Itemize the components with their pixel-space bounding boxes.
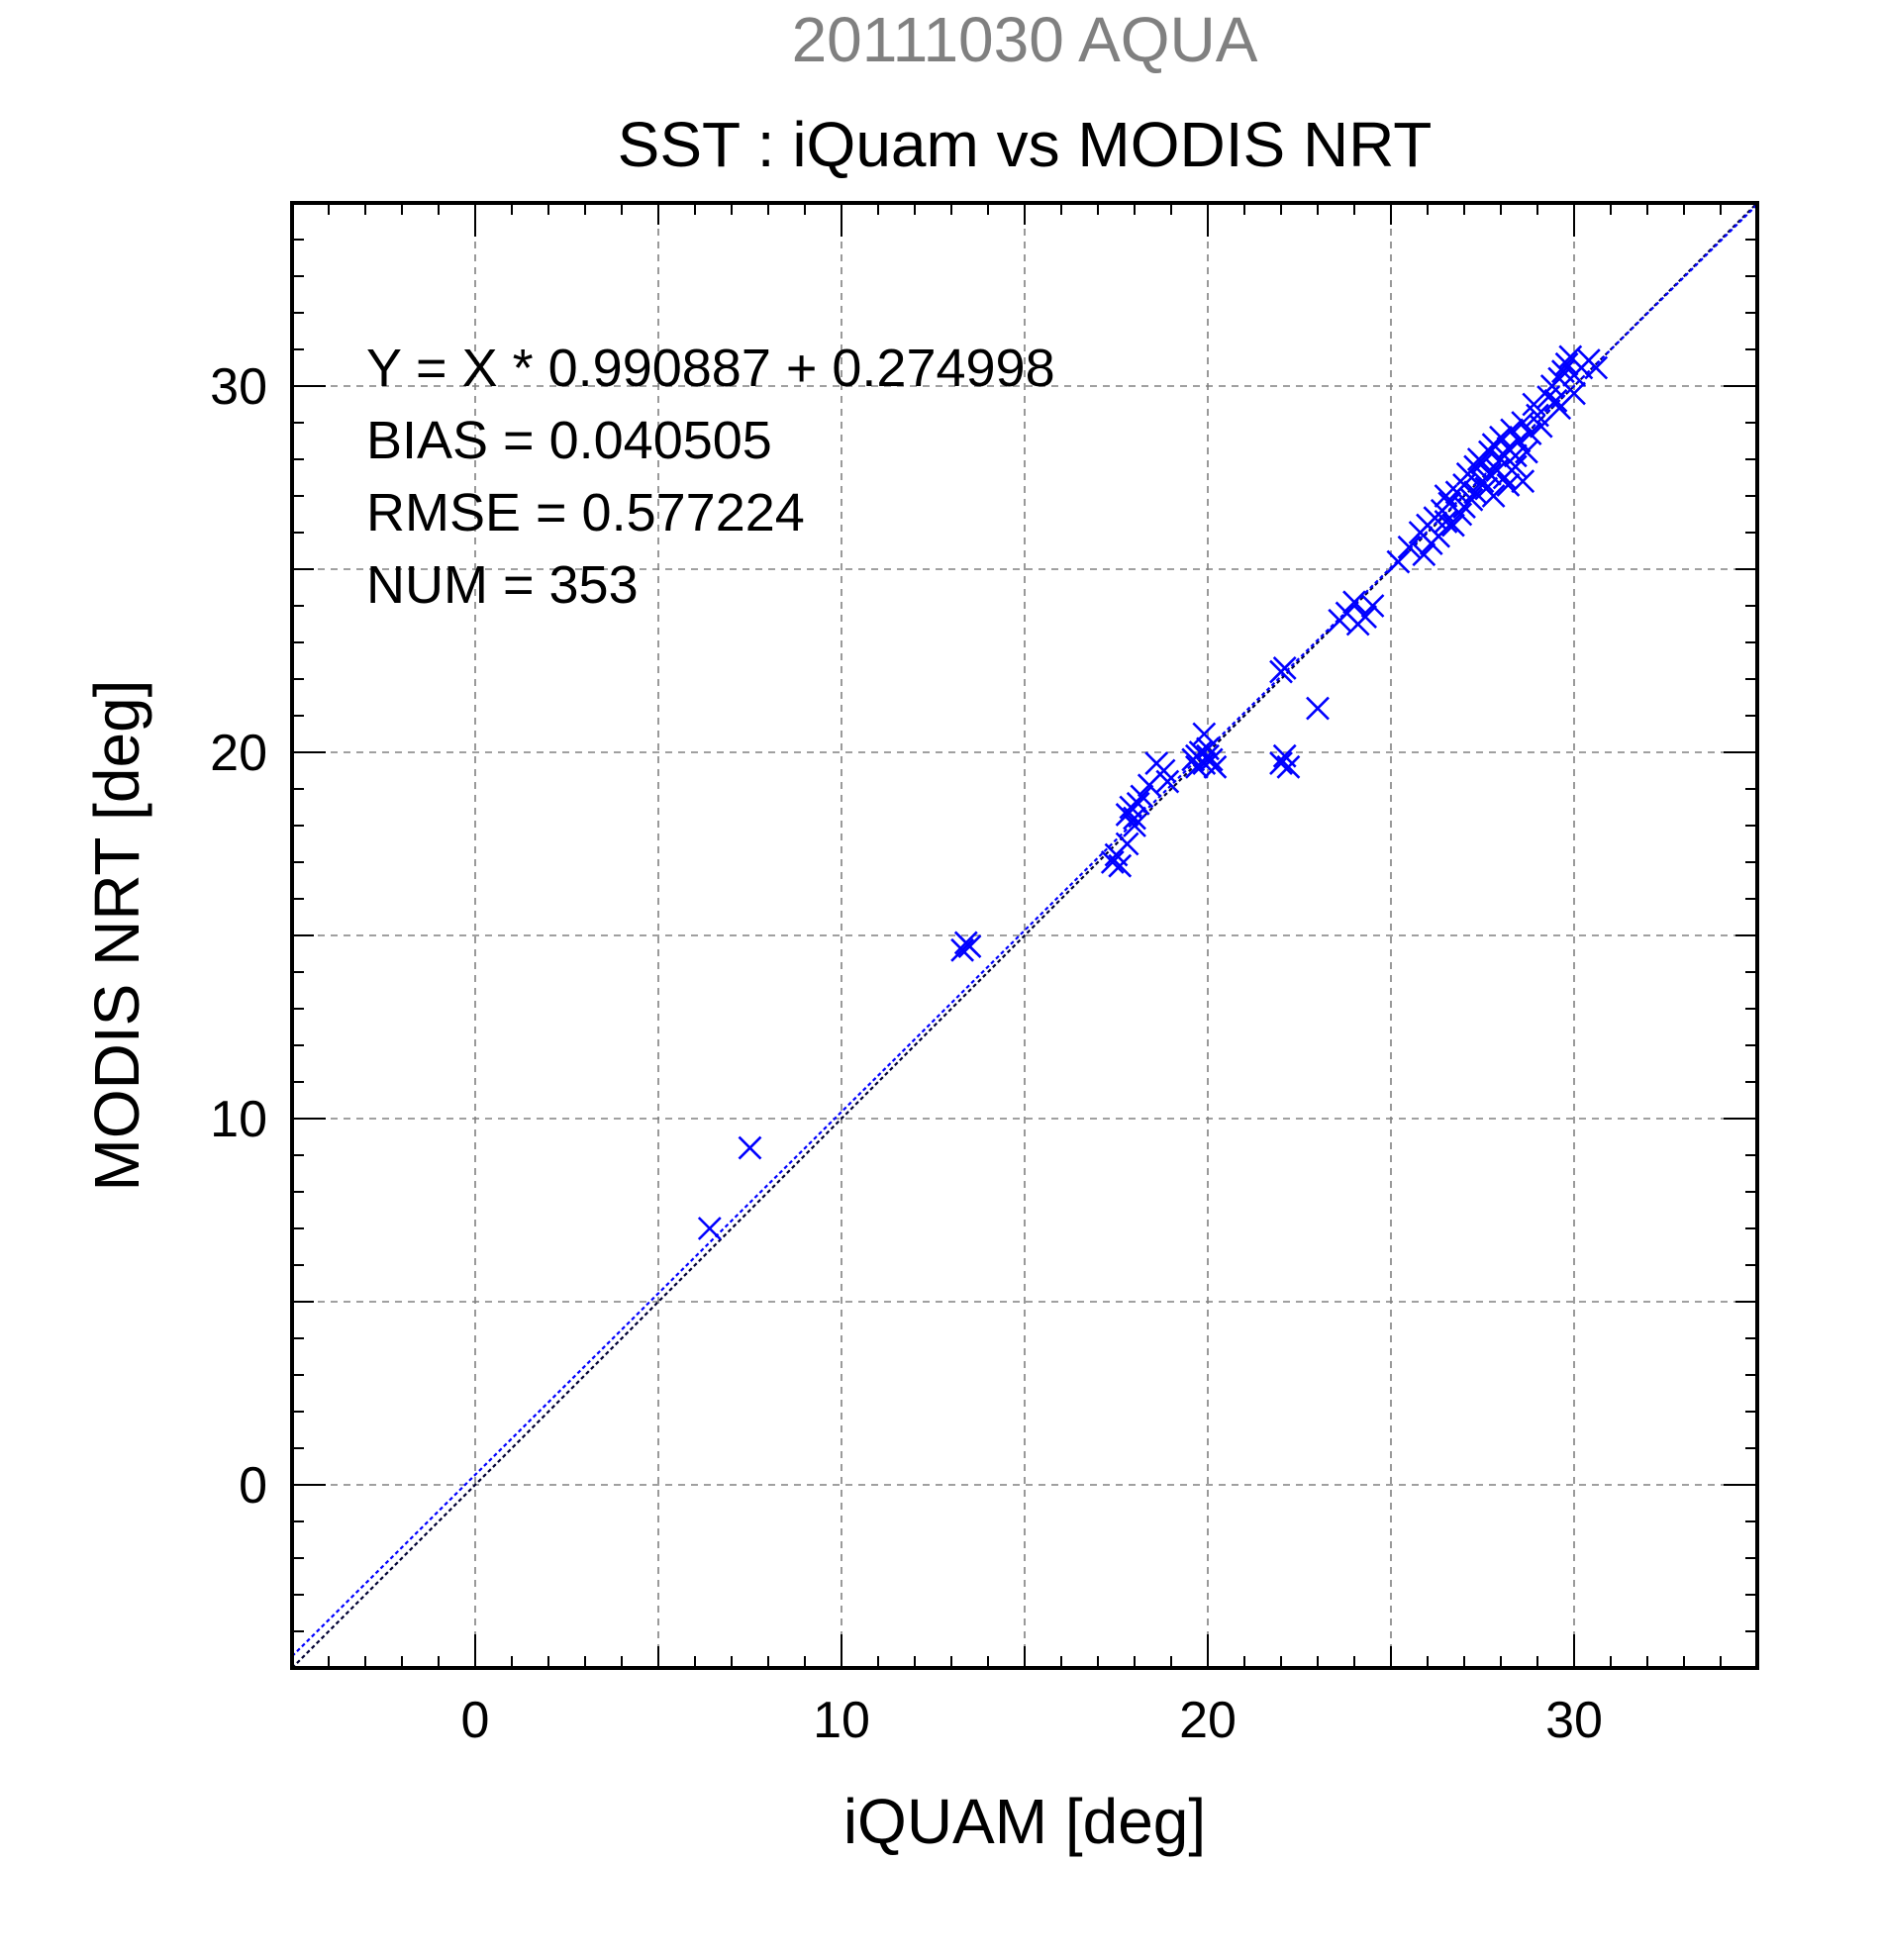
data-point	[697, 1217, 722, 1240]
x-tick-label: 20	[1179, 1692, 1237, 1749]
data-point	[1477, 440, 1502, 464]
bias-annotation: BIAS = 0.040505	[366, 411, 772, 470]
data-point	[1276, 754, 1301, 779]
data-point	[1360, 594, 1385, 618]
y-tick-label: 20	[210, 725, 267, 782]
data-point	[1459, 487, 1484, 512]
data-point	[1477, 461, 1502, 486]
plot-frame	[290, 201, 1759, 1670]
data-point	[1130, 784, 1154, 809]
x-tick-label: 30	[1545, 1692, 1603, 1749]
data-point	[1511, 469, 1535, 494]
data-point	[957, 934, 982, 959]
y-axis-label: MODIS NRT [deg]	[81, 680, 152, 1192]
num-annotation: NUM = 353	[366, 555, 639, 615]
data-point	[1108, 853, 1133, 878]
data-point	[1100, 850, 1125, 874]
fit-equation: Y = X * 0.990887 + 0.274998	[366, 339, 1055, 398]
data-point	[1584, 355, 1609, 380]
data-point	[1511, 411, 1535, 435]
data-point	[1155, 769, 1180, 794]
chart-title: SST : iQuam vs MODIS NRT	[618, 109, 1433, 180]
data-point	[1518, 422, 1542, 446]
x-axis-label: iQUAM [deg]	[843, 1786, 1206, 1857]
data-point	[1514, 440, 1538, 464]
data-point	[1481, 484, 1506, 508]
data-point	[1470, 450, 1495, 475]
data-point	[1434, 509, 1458, 534]
x-tick-label: 0	[461, 1692, 490, 1749]
data-point	[1115, 832, 1139, 856]
data-point	[1427, 524, 1451, 548]
rmse-annotation: RMSE = 0.577224	[366, 483, 805, 542]
data-point	[950, 937, 975, 962]
data-point	[1412, 542, 1436, 567]
y-tick-label: 30	[210, 358, 267, 416]
data-point	[1115, 802, 1139, 827]
tick-labels: 0 10 20 30 0 10 20 30	[210, 358, 1603, 1749]
data-point	[1203, 754, 1228, 779]
y-tick-label: 10	[210, 1091, 267, 1148]
data-point	[1496, 472, 1521, 497]
data-point	[1500, 418, 1525, 442]
data-point	[1397, 535, 1422, 559]
data-point	[1440, 513, 1465, 538]
chart-subtitle: 20111030 AQUA	[792, 4, 1258, 75]
data-point	[1507, 429, 1532, 453]
data-point	[1123, 806, 1146, 831]
data-point	[1192, 722, 1217, 746]
data-point	[1306, 696, 1330, 721]
data-point	[1272, 655, 1297, 680]
data-point	[1562, 381, 1586, 406]
data-point	[738, 1135, 762, 1160]
data-point	[1184, 754, 1209, 779]
data-point	[1123, 814, 1146, 837]
x-tick-label: 10	[813, 1692, 870, 1749]
data-point	[1386, 549, 1411, 574]
data-point	[1489, 447, 1513, 471]
y-tick-label: 0	[239, 1457, 267, 1515]
data-point	[1529, 414, 1553, 439]
data-points	[697, 344, 1609, 1240]
data-point	[1554, 351, 1579, 376]
data-point	[1503, 454, 1528, 479]
data-point	[1448, 502, 1473, 527]
data-point	[1342, 590, 1366, 615]
data-point	[1269, 751, 1293, 776]
data-point	[1489, 425, 1513, 449]
data-point	[1543, 388, 1568, 413]
data-point	[1353, 605, 1378, 630]
